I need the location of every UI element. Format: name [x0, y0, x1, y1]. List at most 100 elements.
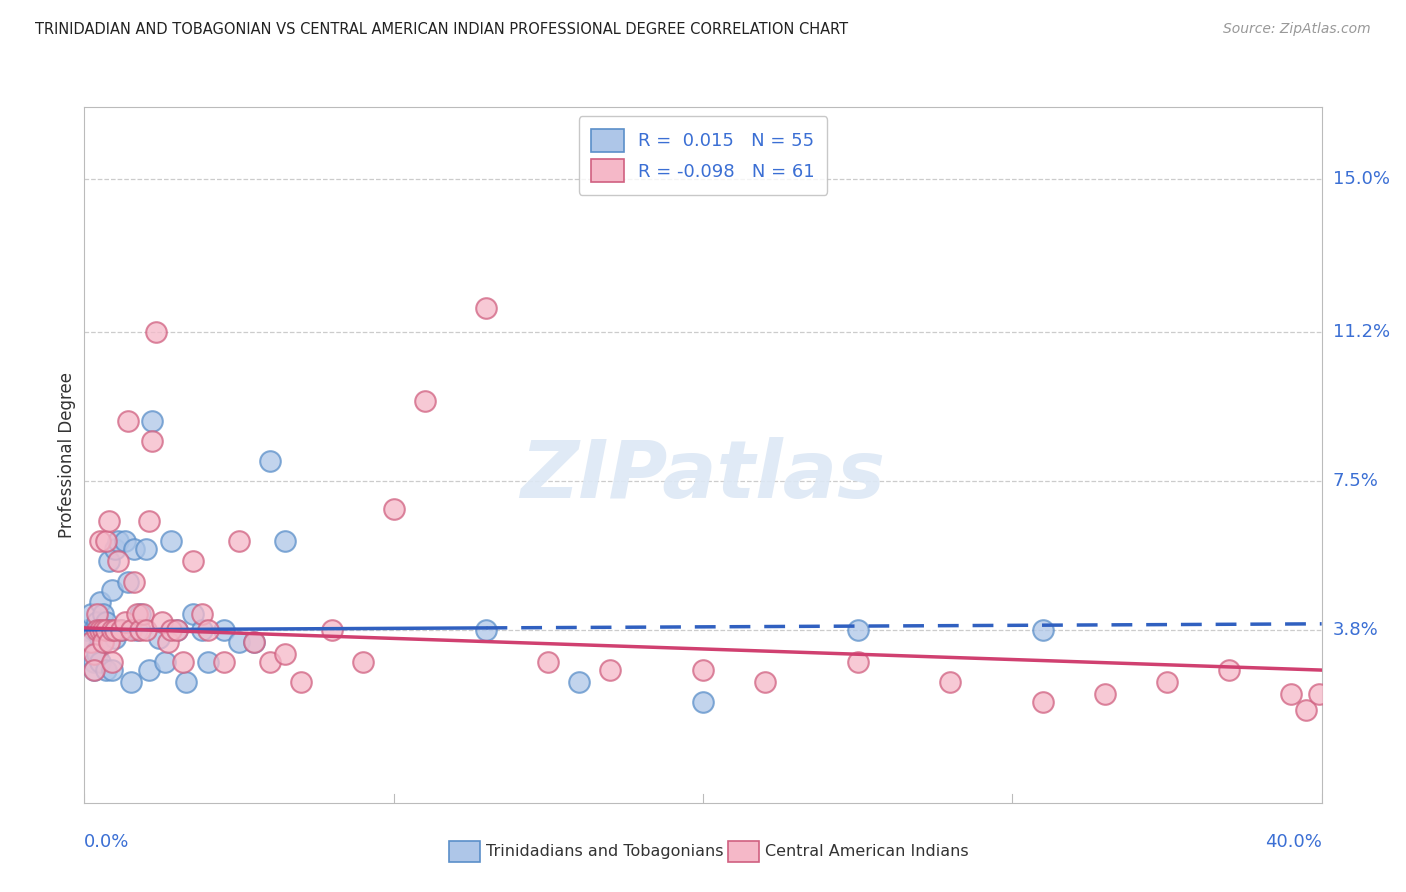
Point: [114, 534, 136, 549]
Point: [1218, 663, 1240, 677]
Point: [98, 554, 121, 568]
Text: 11.2%: 11.2%: [1333, 323, 1391, 342]
Point: [79, 607, 101, 621]
Point: [107, 554, 129, 568]
Point: [110, 623, 132, 637]
Point: [129, 623, 152, 637]
Point: [259, 454, 281, 468]
Point: [98, 514, 121, 528]
Point: [91, 623, 114, 637]
Point: [120, 675, 142, 690]
Point: [166, 623, 188, 637]
Point: [91, 635, 114, 649]
Bar: [450, 841, 481, 862]
Point: [846, 623, 869, 637]
Point: [91, 607, 114, 621]
Point: [228, 534, 250, 549]
Point: [101, 623, 124, 637]
Point: [122, 574, 145, 589]
Point: [83, 647, 105, 661]
Point: [79, 635, 101, 649]
Legend: R =  0.015   N = 55, R = -0.098   N = 61: R = 0.015 N = 55, R = -0.098 N = 61: [579, 116, 827, 195]
Point: [101, 663, 124, 677]
Point: [243, 635, 266, 649]
Text: TRINIDADIAN AND TOBAGONIAN VS CENTRAL AMERICAN INDIAN PROFESSIONAL DEGREE CORREL: TRINIDADIAN AND TOBAGONIAN VS CENTRAL AM…: [35, 22, 848, 37]
Point: [846, 655, 869, 669]
Point: [98, 635, 121, 649]
Point: [91, 623, 114, 637]
Point: [91, 635, 114, 649]
Point: [259, 655, 281, 669]
Point: [939, 675, 962, 690]
Point: [89, 623, 111, 637]
Point: [94, 534, 117, 549]
Point: [135, 623, 157, 637]
Point: [104, 631, 127, 645]
Point: [114, 615, 136, 629]
Point: [243, 635, 266, 649]
Point: [89, 534, 111, 549]
Point: [197, 623, 219, 637]
Point: [79, 635, 101, 649]
Point: [135, 542, 157, 557]
Point: [83, 623, 105, 637]
Text: Trinidadians and Tobagonians: Trinidadians and Tobagonians: [486, 844, 724, 859]
Point: [1156, 675, 1178, 690]
Point: [599, 663, 621, 677]
Text: 7.5%: 7.5%: [1333, 472, 1379, 490]
Point: [181, 607, 204, 621]
Point: [568, 675, 591, 690]
Point: [94, 623, 117, 637]
Point: [145, 325, 167, 339]
Point: [89, 623, 111, 637]
Point: [692, 663, 714, 677]
Point: [274, 534, 297, 549]
Point: [101, 582, 124, 597]
Text: 15.0%: 15.0%: [1333, 170, 1389, 188]
Point: [197, 655, 219, 669]
Y-axis label: Professional Degree: Professional Degree: [58, 372, 76, 538]
Point: [89, 655, 111, 669]
Point: [1032, 695, 1054, 709]
Point: [141, 434, 163, 448]
Point: [166, 623, 188, 637]
Point: [94, 615, 117, 629]
Point: [1094, 687, 1116, 701]
Text: 0.0%: 0.0%: [84, 833, 129, 851]
Point: [1032, 623, 1054, 637]
Point: [352, 655, 374, 669]
Point: [125, 607, 148, 621]
Point: [132, 607, 155, 621]
Point: [98, 623, 121, 637]
Point: [692, 695, 714, 709]
Text: Source: ZipAtlas.com: Source: ZipAtlas.com: [1223, 22, 1371, 37]
Point: [129, 607, 152, 621]
Point: [117, 414, 139, 428]
Point: [122, 542, 145, 557]
Point: [120, 623, 142, 637]
Point: [110, 623, 132, 637]
Point: [290, 675, 312, 690]
Point: [148, 631, 170, 645]
Point: [94, 623, 117, 637]
Point: [141, 414, 163, 428]
Point: [212, 623, 235, 637]
Point: [117, 574, 139, 589]
Point: [83, 663, 105, 677]
Text: ZIPatlas: ZIPatlas: [520, 437, 886, 515]
Point: [413, 393, 436, 408]
Point: [156, 635, 179, 649]
Point: [107, 534, 129, 549]
Point: [160, 534, 183, 549]
Point: [176, 675, 198, 690]
Point: [104, 542, 127, 557]
Point: [83, 655, 105, 669]
Point: [475, 623, 498, 637]
Point: [86, 623, 108, 637]
Point: [382, 502, 405, 516]
Point: [138, 514, 160, 528]
Point: [86, 643, 108, 657]
Point: [86, 647, 108, 661]
Point: [191, 623, 214, 637]
Point: [125, 623, 148, 637]
